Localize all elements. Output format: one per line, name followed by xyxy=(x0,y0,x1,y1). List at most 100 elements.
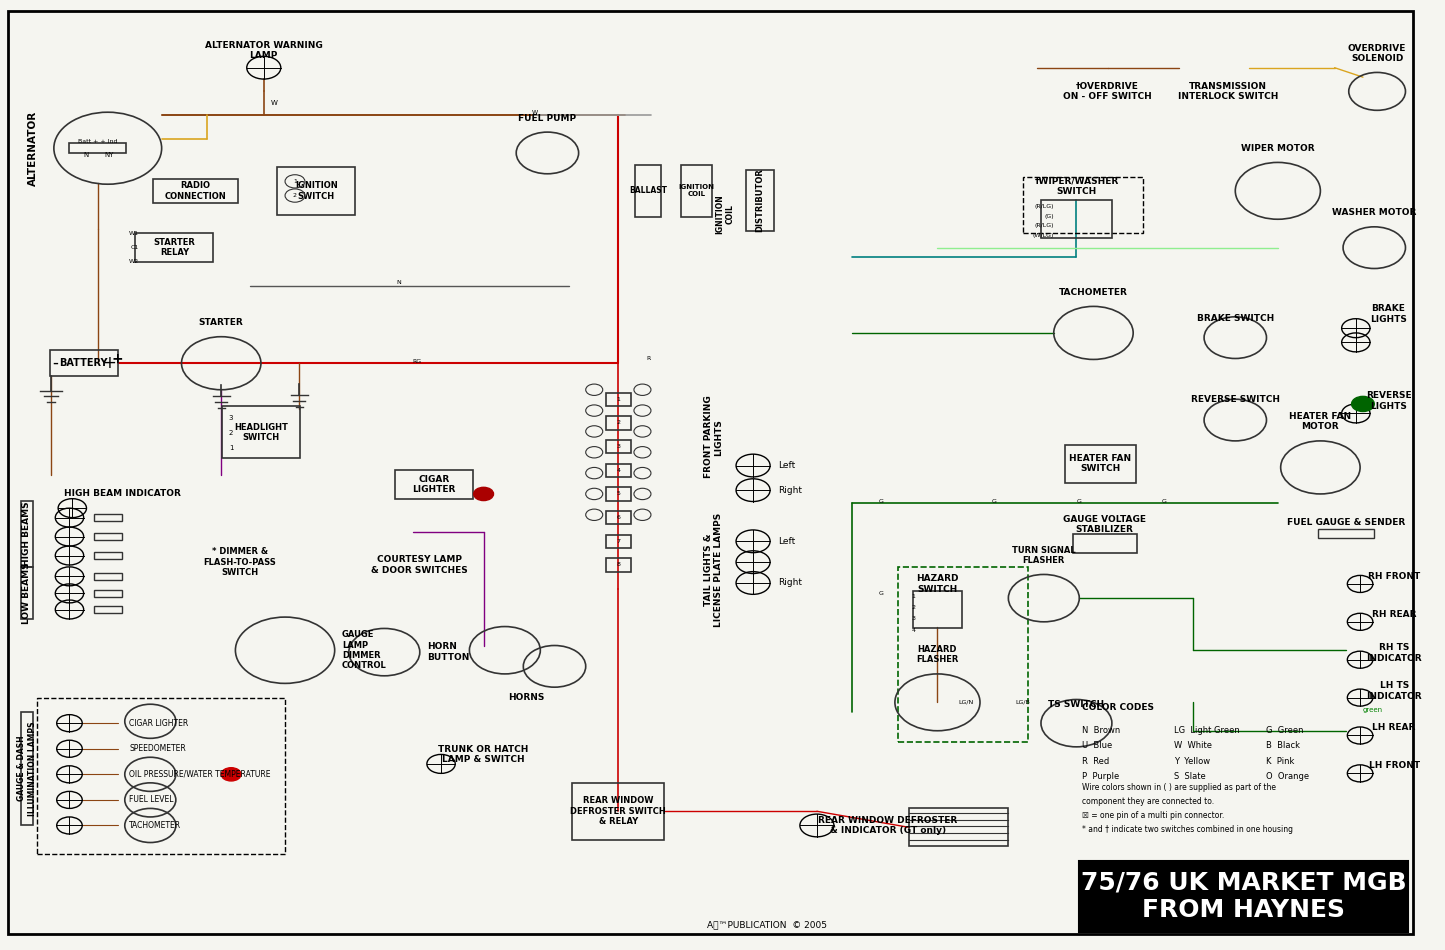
Text: HORN
BUTTON: HORN BUTTON xyxy=(426,642,470,662)
Bar xyxy=(746,169,775,231)
Text: REAR WINDOW
DEFROSTER SWITCH
& RELAY: REAR WINDOW DEFROSTER SWITCH & RELAY xyxy=(571,796,666,826)
Text: 2: 2 xyxy=(293,193,298,198)
Bar xyxy=(572,783,665,840)
Text: WASHER MOTOR: WASHER MOTOR xyxy=(1332,208,1416,218)
Text: TACHOMETER: TACHOMETER xyxy=(1059,288,1129,297)
Bar xyxy=(605,440,631,453)
Bar xyxy=(94,590,121,598)
Bar xyxy=(94,552,121,560)
Bar xyxy=(49,350,117,376)
Bar xyxy=(1040,200,1111,238)
Text: * and † indicate two switches combined in one housing: * and † indicate two switches combined i… xyxy=(1082,826,1293,834)
Text: G: G xyxy=(879,591,883,596)
Text: W1: W1 xyxy=(129,231,139,236)
Text: IGNITION
SWITCH: IGNITION SWITCH xyxy=(295,181,338,200)
Text: SPEEDOMETER: SPEEDOMETER xyxy=(129,744,186,753)
Circle shape xyxy=(474,487,494,501)
Text: DISTRIBUTOR: DISTRIBUTOR xyxy=(756,168,764,232)
Text: O  Orange: O Orange xyxy=(1266,771,1309,781)
Circle shape xyxy=(221,768,241,781)
Text: RH FRONT: RH FRONT xyxy=(1368,572,1420,580)
Text: RADIO
CONNECTION: RADIO CONNECTION xyxy=(165,181,227,200)
Text: TS SWITCH: TS SWITCH xyxy=(1049,700,1104,709)
Text: Aⓒ™PUBLICATION  © 2005: Aⓒ™PUBLICATION © 2005 xyxy=(707,921,827,929)
Text: FUEL PUMP: FUEL PUMP xyxy=(519,114,577,123)
Text: R  Red: R Red xyxy=(1082,756,1110,766)
Bar xyxy=(153,179,238,202)
Text: N: N xyxy=(84,152,90,158)
Text: STARTER: STARTER xyxy=(199,318,244,327)
Text: TRUNK OR HATCH
LAMP & SWITCH: TRUNK OR HATCH LAMP & SWITCH xyxy=(438,745,529,764)
Text: COURTESY LAMP
& DOOR SWITCHES: COURTESY LAMP & DOOR SWITCHES xyxy=(371,556,468,575)
Bar xyxy=(636,164,660,217)
Text: (R/LG): (R/LG) xyxy=(1035,204,1053,209)
Bar xyxy=(605,416,631,429)
Bar xyxy=(36,697,285,854)
Text: GAUGE
LAMP
DIMMER
CONTROL: GAUGE LAMP DIMMER CONTROL xyxy=(342,630,386,671)
Text: G  Green: G Green xyxy=(1266,726,1303,735)
Text: 1: 1 xyxy=(293,179,296,184)
Text: REAR WINDOW DEFROSTER
& INDICATOR (GT only): REAR WINDOW DEFROSTER & INDICATOR (GT on… xyxy=(818,816,958,835)
Text: RH TS
INDICATOR: RH TS INDICATOR xyxy=(1367,643,1422,663)
Bar xyxy=(94,533,121,541)
Bar xyxy=(69,143,126,153)
Text: IGNITION
COIL: IGNITION COIL xyxy=(715,195,734,235)
Text: (R/LG): (R/LG) xyxy=(1035,223,1053,228)
Text: FUEL LEVEL: FUEL LEVEL xyxy=(129,795,173,805)
Text: CIGAR LIGHTER: CIGAR LIGHTER xyxy=(129,718,188,728)
Text: COLOR CODES: COLOR CODES xyxy=(1082,703,1155,712)
Text: green: green xyxy=(1363,707,1383,712)
Text: BALLAST: BALLAST xyxy=(629,186,668,196)
Text: IGNITION
COIL: IGNITION COIL xyxy=(678,184,714,198)
Text: FRONT PARKING
LIGHTS: FRONT PARKING LIGHTS xyxy=(704,396,722,479)
Text: ALTERNATOR WARNING
LAMP: ALTERNATOR WARNING LAMP xyxy=(205,41,322,61)
Text: U  Blue: U Blue xyxy=(1082,741,1113,750)
Text: 1: 1 xyxy=(617,397,620,402)
Bar xyxy=(94,514,121,522)
Text: 3: 3 xyxy=(228,415,234,421)
Bar xyxy=(94,573,121,580)
Text: B  Black: B Black xyxy=(1266,741,1300,750)
Bar xyxy=(277,167,355,215)
Text: GAUGE VOLTAGE
STABILIZER: GAUGE VOLTAGE STABILIZER xyxy=(1064,515,1146,534)
Text: 3: 3 xyxy=(617,444,620,449)
Bar xyxy=(605,464,631,477)
Text: 6: 6 xyxy=(617,515,620,521)
Text: 4: 4 xyxy=(617,467,620,473)
Text: HEATER FAN
SWITCH: HEATER FAN SWITCH xyxy=(1069,454,1131,473)
Text: HAZARD
SWITCH: HAZARD SWITCH xyxy=(916,574,958,594)
Text: GAUGE & DASH
ILLUMINATION LAMPS: GAUGE & DASH ILLUMINATION LAMPS xyxy=(17,721,36,816)
Text: BRAKE
LIGHTS: BRAKE LIGHTS xyxy=(1370,304,1407,324)
Text: 5: 5 xyxy=(617,491,620,497)
Text: +: + xyxy=(111,352,123,367)
Text: BRAKE SWITCH: BRAKE SWITCH xyxy=(1196,314,1274,323)
Text: 2: 2 xyxy=(617,421,620,426)
Bar xyxy=(94,606,121,614)
Bar xyxy=(1023,177,1143,234)
Text: 3: 3 xyxy=(912,617,915,621)
Text: 8: 8 xyxy=(617,562,620,567)
Text: FUEL GAUGE & SENDER: FUEL GAUGE & SENDER xyxy=(1287,518,1405,527)
Text: OIL PRESSURE/WATER TEMPERATURE: OIL PRESSURE/WATER TEMPERATURE xyxy=(129,770,270,779)
Bar xyxy=(605,511,631,524)
Text: ALTERNATOR: ALTERNATOR xyxy=(27,110,38,186)
Bar xyxy=(394,470,473,499)
Text: G: G xyxy=(1162,499,1166,504)
Text: P  Purple: P Purple xyxy=(1082,771,1120,781)
Text: W: W xyxy=(532,109,538,115)
Text: LG  Light Green: LG Light Green xyxy=(1175,726,1240,735)
Text: Y  Yellow: Y Yellow xyxy=(1175,756,1211,766)
Text: OVERDRIVE
SOLENOID: OVERDRIVE SOLENOID xyxy=(1348,44,1406,63)
Text: S  Slate: S Slate xyxy=(1175,771,1207,781)
Text: G: G xyxy=(879,499,883,504)
Text: BATTERY: BATTERY xyxy=(59,358,108,369)
Text: * DIMMER &
FLASH-TO-PASS
SWITCH: * DIMMER & FLASH-TO-PASS SWITCH xyxy=(204,547,276,577)
Text: +: + xyxy=(103,354,116,372)
Text: HIGH BEAM INDICATOR: HIGH BEAM INDICATOR xyxy=(64,489,181,499)
Bar xyxy=(1318,529,1374,539)
Text: C1: C1 xyxy=(130,245,139,250)
Bar xyxy=(1079,861,1409,932)
Bar xyxy=(22,712,33,826)
Text: 1: 1 xyxy=(912,594,915,598)
Text: Batt + + Ind: Batt + + Ind xyxy=(78,139,117,144)
